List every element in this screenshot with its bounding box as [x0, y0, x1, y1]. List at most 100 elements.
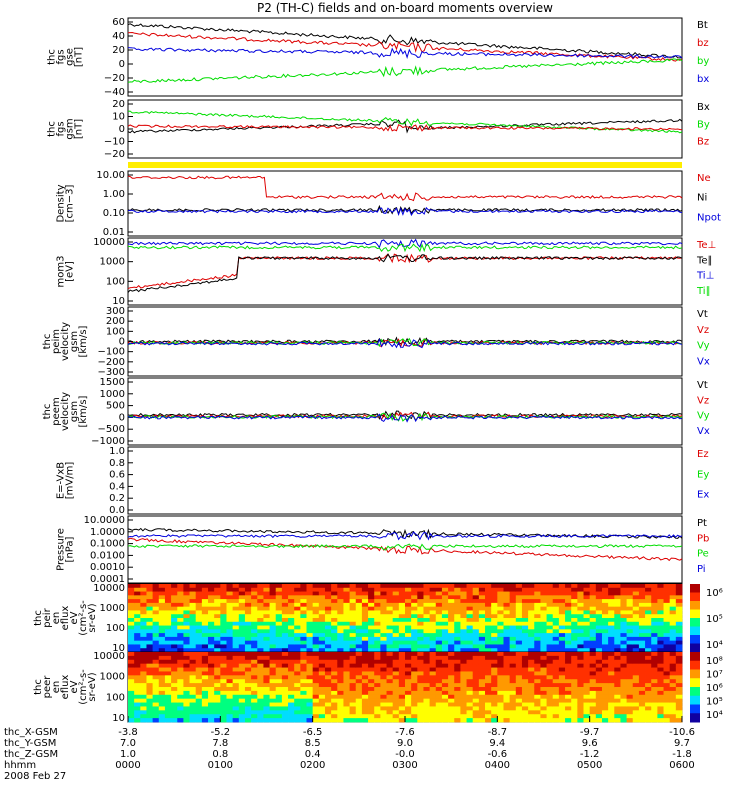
x-tick-label: -10.6 [669, 727, 695, 738]
heatmap-cell [263, 659, 270, 665]
heatmap-cell [398, 636, 406, 642]
x-tick-label: 0.8 [212, 749, 228, 760]
heatmap-cell [405, 659, 412, 665]
heatmap-cell [318, 718, 326, 723]
heatmap-cell [558, 621, 566, 626]
heatmap-cell [583, 610, 591, 615]
heatmap-cell [632, 690, 640, 696]
heatmap-cell [478, 595, 486, 600]
heatmap-cell [300, 610, 307, 615]
heatmap-cell [429, 667, 437, 672]
heatmap-cell [669, 659, 677, 665]
heatmap-cell [189, 629, 197, 634]
heatmap-cell [460, 633, 467, 638]
heatmap-cell [521, 636, 529, 642]
heatmap-cell [208, 602, 215, 608]
heatmap-cell [472, 633, 480, 638]
heatmap-cell [318, 652, 326, 657]
heatmap-cell [657, 591, 664, 596]
x-tick-label: -5.2 [211, 727, 231, 738]
heatmap-cell [294, 599, 301, 604]
heatmap-cell [540, 718, 547, 723]
heatmap-cell [405, 595, 412, 600]
heatmap-cell [571, 671, 578, 676]
heatmap-cell [521, 663, 529, 668]
heatmap-cell [663, 633, 671, 638]
heatmap-cell [411, 584, 418, 589]
y-tick-label: 1.0 [109, 446, 125, 457]
heatmap-cell [546, 614, 554, 619]
heatmap-cell [214, 694, 221, 700]
heatmap-cell [214, 690, 221, 696]
heatmap-cell [164, 621, 172, 626]
heatmap-cell [380, 702, 387, 707]
heatmap-cell [540, 591, 547, 596]
heatmap-cell [608, 659, 615, 665]
heatmap-cell [392, 584, 400, 589]
heatmap-cell [398, 687, 406, 692]
heatmap-cell [460, 655, 467, 661]
heatmap-cell [146, 679, 154, 684]
heatmap-cell [251, 618, 258, 623]
heatmap-cell [251, 621, 258, 626]
heatmap-cell [411, 675, 418, 680]
heatmap-cell [361, 706, 369, 711]
heatmap-cell [614, 675, 621, 680]
heatmap-cell [306, 644, 314, 649]
heatmap-cell [177, 644, 184, 649]
heatmap-cell [411, 636, 418, 642]
x-tick-label: 9.0 [397, 738, 413, 749]
heatmap-cell [626, 663, 634, 668]
heatmap-cell [528, 675, 535, 680]
heatmap-cell [558, 714, 566, 719]
heatmap-cell [521, 640, 529, 645]
heatmap-cell [128, 606, 135, 611]
heatmap-cell [620, 633, 627, 638]
heatmap-cell [226, 640, 234, 645]
x-row-label: thc_Y-GSM [4, 738, 56, 749]
heatmap-cell [608, 584, 615, 589]
heatmap-cell [171, 640, 178, 645]
heatmap-cell [429, 679, 437, 684]
heatmap-cell [466, 595, 474, 600]
heatmap-cell [460, 602, 467, 608]
heatmap-cell [300, 599, 307, 604]
heatmap-cell [657, 671, 664, 676]
heatmap-cell [281, 652, 289, 657]
heatmap-cell [220, 640, 227, 645]
heatmap-cell [189, 648, 197, 653]
heatmap-cell [300, 698, 307, 703]
heatmap-cell [485, 584, 492, 589]
heatmap-cell [577, 610, 584, 615]
heatmap-cell [398, 640, 406, 645]
heatmap-cell [331, 706, 338, 711]
heatmap-cell [355, 663, 363, 668]
heatmap-cell [269, 675, 277, 680]
heatmap-cell [337, 718, 344, 723]
heatmap-cell [195, 587, 203, 592]
heatmap-cell [558, 698, 566, 703]
heatmap-cell [589, 584, 597, 589]
heatmap-cell [208, 648, 215, 653]
heatmap-cell [201, 610, 209, 615]
heatmap-cell [269, 602, 277, 608]
heatmap-cell [491, 625, 498, 630]
heatmap-cell [368, 584, 375, 589]
heatmap-cell [411, 633, 418, 638]
heatmap-cell [208, 587, 215, 592]
heatmap-cell [281, 679, 289, 684]
heatmap-cell [208, 714, 215, 719]
heatmap-cell [331, 599, 338, 604]
heatmap-cell [232, 621, 240, 626]
y-axis-label: E=-VxB [56, 462, 67, 499]
y-tick-label: 1.00 [103, 189, 125, 200]
heatmap-cell [275, 679, 283, 684]
heatmap-cell [232, 591, 240, 596]
heatmap-cell [294, 706, 301, 711]
heatmap-cell [571, 614, 578, 619]
heatmap-cell [128, 584, 135, 589]
heatmap-cell [208, 683, 215, 688]
heatmap-cell [257, 687, 264, 692]
heatmap-cell [448, 629, 455, 634]
heatmap-cell [201, 687, 209, 692]
